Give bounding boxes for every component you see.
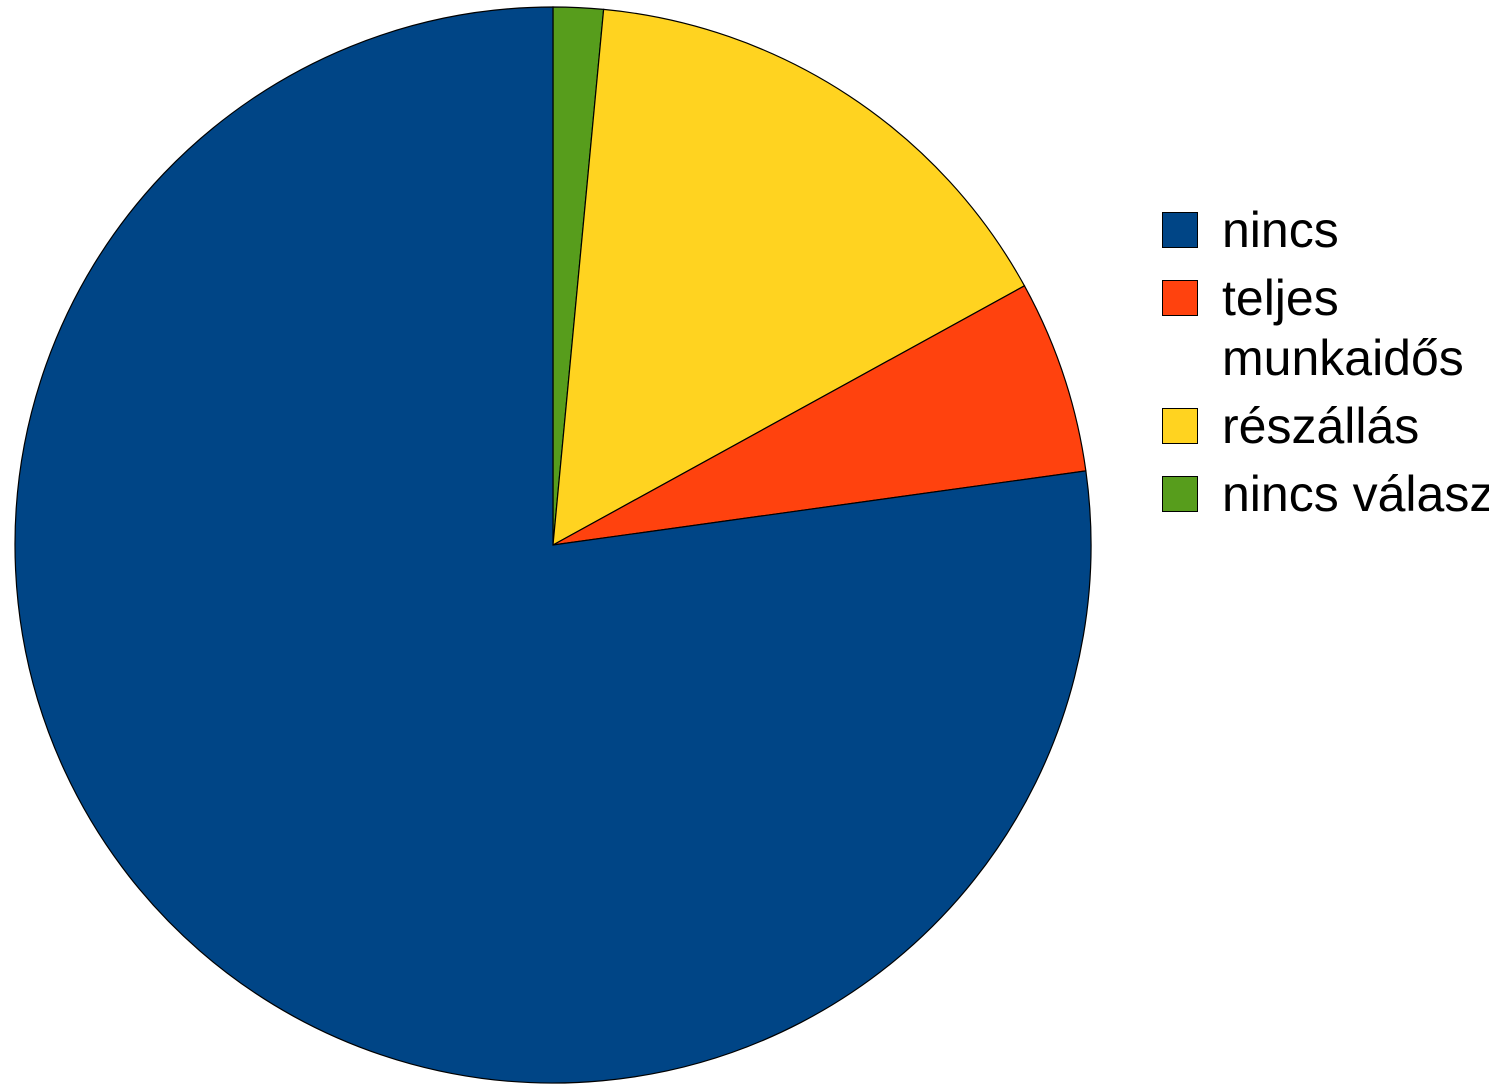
legend-label: teljes munkaidős bbox=[1222, 270, 1464, 386]
legend-swatch bbox=[1162, 408, 1198, 444]
pie-slice-3 bbox=[14, 6, 1092, 1084]
legend-swatch bbox=[1162, 212, 1198, 248]
legend-item-teljes-munkaidos: teljes munkaidős bbox=[1162, 268, 1489, 388]
legend-label: nincs bbox=[1222, 202, 1339, 258]
legend-swatch bbox=[1162, 476, 1198, 512]
legend-item-nincs-valasz: nincs vá­lasz bbox=[1162, 464, 1489, 524]
legend-swatch bbox=[1162, 280, 1198, 316]
pie-slice-2 bbox=[552, 285, 1087, 546]
legend-label: nincs vá­lasz bbox=[1222, 466, 1489, 522]
pie-slice-1 bbox=[552, 8, 1026, 547]
pie-chart bbox=[14, 6, 1092, 1084]
legend: nincs teljes munkaidős részállás nincs v… bbox=[1162, 200, 1489, 532]
legend-item-reszallas: részállás bbox=[1162, 396, 1489, 456]
legend-item-nincs: nincs bbox=[1162, 200, 1489, 260]
legend-label: részállás bbox=[1222, 398, 1420, 454]
